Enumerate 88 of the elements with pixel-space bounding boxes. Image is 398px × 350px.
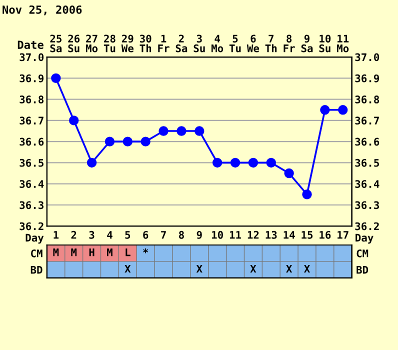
x-tick-label: 16 xyxy=(320,230,331,239)
text: H xyxy=(89,248,94,256)
y-tick-label: 36.3 xyxy=(20,201,44,210)
text: M xyxy=(107,248,112,256)
x-tick-label: 8 Fr xyxy=(284,34,295,52)
y2-tick-label: 36.6 xyxy=(355,138,380,146)
y-tick-label: 36.2 xyxy=(20,222,44,230)
x-tick-label: 11 xyxy=(230,231,242,239)
x-tick-label: 30 Th xyxy=(140,34,152,52)
text: M xyxy=(71,248,77,256)
y-tick-label: 37.0 xyxy=(20,53,44,62)
y-tick-label: 36.9 xyxy=(20,74,44,82)
text: X xyxy=(286,264,292,273)
x-tick-label: 9 xyxy=(196,231,202,239)
point xyxy=(69,116,79,126)
x-tick-label: 29 We xyxy=(121,34,134,52)
x-tick-label: 6 xyxy=(143,230,148,239)
y-tick-label: 36.6 xyxy=(20,138,44,146)
x-tick-label: 27 Mo xyxy=(86,34,98,52)
x-tick-label: 3 xyxy=(89,230,94,239)
point xyxy=(212,158,222,168)
x-tick-label: 26 Su xyxy=(68,34,80,52)
y2-tick-label: 36.8 xyxy=(355,96,380,104)
x-tick-label: 6 We xyxy=(246,34,260,52)
x-tick-label: 13 xyxy=(266,230,277,239)
point xyxy=(284,168,294,178)
point xyxy=(176,126,186,136)
x-tick-label: 12 xyxy=(248,230,259,239)
x-tick-label: 4 Mo xyxy=(212,34,224,52)
x-tick-label: 1 Fr xyxy=(158,34,170,52)
x-tick-label: 25 Sa xyxy=(50,34,62,52)
x-tick-label: 1 xyxy=(54,231,59,239)
x-tick-label: 28 Tu xyxy=(104,34,116,52)
text: X xyxy=(124,264,131,273)
point xyxy=(248,158,258,168)
point xyxy=(230,158,240,168)
y-tick-label: 36.8 xyxy=(20,96,44,104)
y2-tick-label: CM xyxy=(356,249,368,258)
text: X xyxy=(304,264,310,273)
x-tick-label: 10 xyxy=(212,230,223,239)
point xyxy=(86,158,97,168)
x-tick-label: 10 Su xyxy=(319,34,331,52)
x-tick-label: 7 Th xyxy=(265,34,277,52)
x-tick-label: 5 Tu xyxy=(229,34,241,52)
text: * xyxy=(143,248,148,254)
text: X xyxy=(250,264,256,273)
point xyxy=(51,73,61,84)
y-tick-label: 36.7 xyxy=(20,116,44,125)
y2-tick-label: BD xyxy=(356,266,368,274)
y-tick-label: CM xyxy=(31,249,42,258)
text: L xyxy=(126,248,130,256)
text: X xyxy=(196,264,202,273)
x-tick-label: 3 Su xyxy=(194,34,205,52)
x-tick-label: 2 Sa xyxy=(176,34,188,52)
x-tick-label: 17 xyxy=(338,231,348,239)
y2-tick-label: 37.0 xyxy=(355,53,380,62)
y2-tick-label: 36.7 xyxy=(355,116,379,125)
chart-title: Nov 25, 2006 xyxy=(2,5,82,16)
x-tick-label: 15 xyxy=(302,231,313,239)
x-tick-label: 14 xyxy=(284,231,295,239)
x-tick-label: 4 xyxy=(107,231,112,239)
y-tick-label: 36.5 xyxy=(20,158,44,167)
y2-tick-label: 36.9 xyxy=(355,74,380,82)
y-tick-label: 36.4 xyxy=(20,180,44,188)
x-tick-label: 5 xyxy=(125,231,130,239)
text: M xyxy=(53,248,59,256)
point xyxy=(320,105,330,115)
point xyxy=(122,136,133,146)
y2-tick-label: 36.2 xyxy=(355,222,379,230)
point xyxy=(338,105,348,115)
x-tick-label: 8 xyxy=(178,230,184,239)
x-tick-label: 11 Mo xyxy=(337,34,349,52)
x-axis-title: Date xyxy=(18,40,44,49)
x-tick-label: 2 xyxy=(71,230,76,239)
point xyxy=(302,190,312,200)
point xyxy=(104,136,115,146)
x-tick-label: 7 xyxy=(161,231,166,239)
point xyxy=(140,136,150,146)
y2-tick-label: 36.5 xyxy=(355,158,379,167)
x-axis-title: Day xyxy=(26,234,44,244)
y2-tick-label: 36.3 xyxy=(355,201,380,210)
point xyxy=(194,126,204,136)
x-tick-label: 9 Sa xyxy=(301,34,313,52)
y2-tick-label: 36.4 xyxy=(355,180,380,188)
text: Day xyxy=(356,234,374,244)
point xyxy=(266,158,276,168)
y-tick-label: BD xyxy=(30,266,42,274)
point xyxy=(158,126,168,136)
